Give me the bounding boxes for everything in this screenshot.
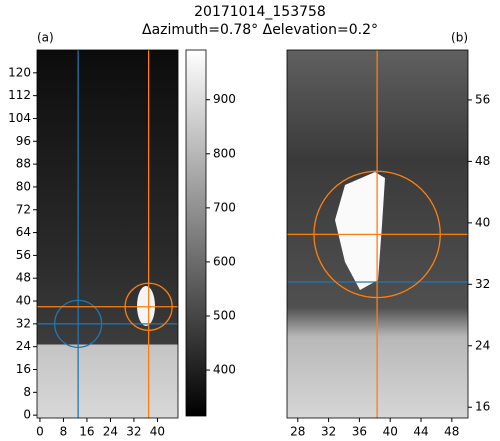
y-tick-label: 48 — [475, 154, 490, 168]
y-tick-label: 88 — [16, 157, 31, 171]
colorbar-tick-label: 400 — [213, 363, 236, 377]
y-tick-label: 24 — [475, 338, 490, 352]
target-circle — [313, 170, 441, 299]
x-tick-label: 0 — [36, 425, 44, 439]
colorbar-tick-label: 900 — [213, 92, 236, 106]
y-tick-label: 56 — [16, 248, 31, 262]
image-a — [37, 50, 178, 418]
target-circle — [53, 299, 103, 349]
y-tick-label: 56 — [475, 92, 490, 106]
y-tick-label: 16 — [475, 400, 490, 414]
x-tick-label: 44 — [413, 425, 428, 439]
y-tick-label: 40 — [16, 294, 31, 308]
colorbar — [185, 49, 207, 417]
x-tick-label: 40 — [383, 425, 398, 439]
bright-spot — [137, 286, 155, 326]
y-tick-label: 112 — [8, 88, 31, 102]
y-tick-label: 32 — [475, 277, 490, 291]
y-tick-label: 80 — [16, 179, 31, 193]
y-tick-label: 72 — [16, 202, 31, 216]
x-tick-label: 28 — [290, 425, 305, 439]
colorbar-tick-label: 500 — [213, 308, 236, 322]
x-tick-label: 32 — [321, 425, 336, 439]
x-tick-label: 36 — [352, 425, 367, 439]
y-tick-label: 32 — [16, 316, 31, 330]
title-line: 20171014_153758 — [194, 4, 326, 20]
y-tick-label: 40 — [475, 215, 490, 229]
colorbar-tick-label: 800 — [213, 146, 236, 160]
y-tick-label: 0 — [23, 408, 31, 422]
y-tick-label: 24 — [16, 339, 31, 353]
x-tick-label: 40 — [150, 425, 165, 439]
colorbar-tick-label: 700 — [213, 200, 236, 214]
target-circle — [124, 282, 173, 331]
bright-spot — [335, 172, 385, 290]
y-tick-label: 120 — [8, 65, 31, 79]
axes-frame — [286, 49, 469, 419]
x-tick-label: 24 — [103, 425, 118, 439]
x-tick-label: 16 — [79, 425, 94, 439]
x-tick-label: 32 — [126, 425, 141, 439]
x-tick-label: 8 — [60, 425, 68, 439]
title-line: Δazimuth=0.78° Δelevation=0.2° — [142, 22, 378, 38]
y-tick-label: 96 — [16, 134, 31, 148]
y-tick-label: 16 — [16, 362, 31, 376]
y-tick-label: 8 — [23, 385, 31, 399]
x-tick-label: 48 — [444, 425, 459, 439]
y-tick-label: 48 — [16, 271, 31, 285]
axes-frame — [36, 49, 179, 419]
panel-label: (a) — [37, 31, 54, 45]
y-tick-label: 104 — [8, 111, 31, 125]
y-tick-label: 64 — [16, 225, 31, 239]
panel-label: (b) — [451, 31, 468, 45]
colorbar-tick-label: 600 — [213, 254, 236, 268]
